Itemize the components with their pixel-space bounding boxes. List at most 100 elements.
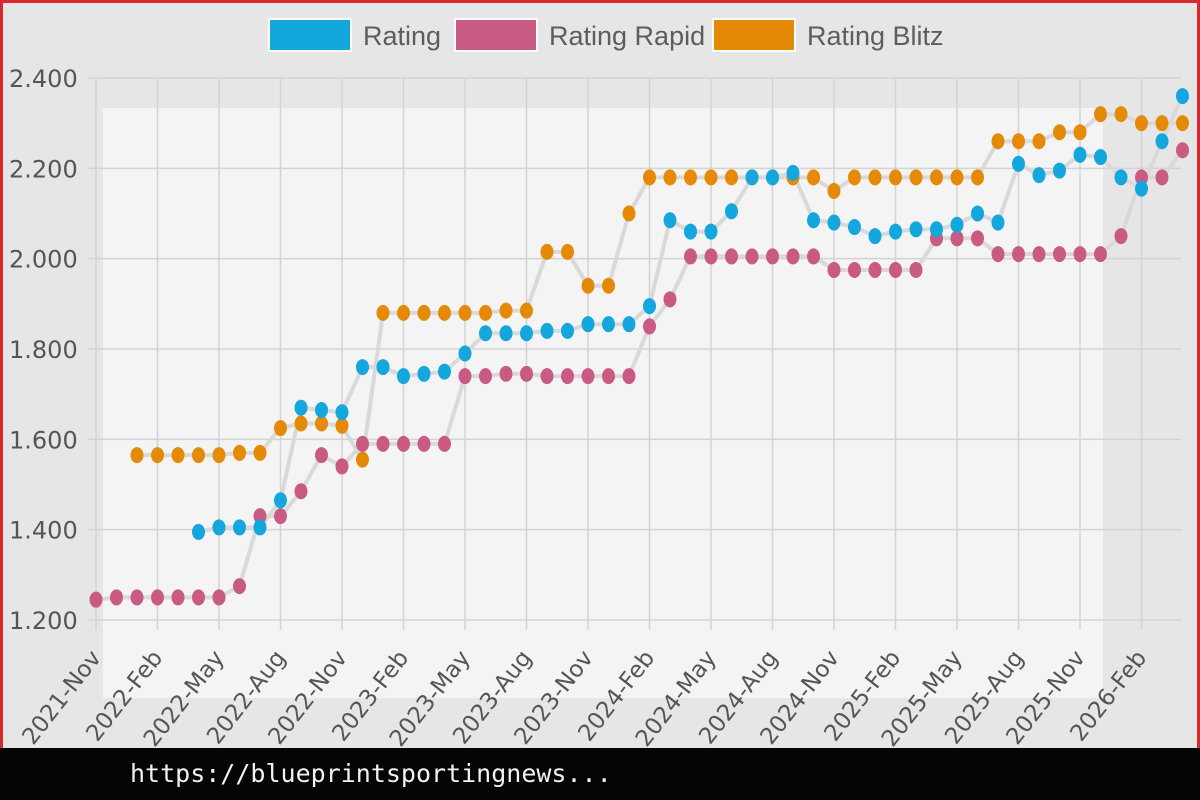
rapid-rating-point[interactable] xyxy=(991,246,1005,263)
rapid-rating-point[interactable] xyxy=(1094,246,1107,263)
rapid-rating-point[interactable] xyxy=(417,435,431,452)
rapid-rating-point[interactable] xyxy=(110,589,123,606)
rating-point[interactable] xyxy=(643,298,656,315)
rating-point[interactable] xyxy=(417,365,431,382)
blitz-rating-point[interactable] xyxy=(479,304,492,321)
rating-point[interactable] xyxy=(192,523,205,540)
blitz-rating-point[interactable] xyxy=(622,205,636,222)
rapid-rating-point[interactable] xyxy=(663,291,677,308)
blitz-rating-point[interactable] xyxy=(1114,106,1128,123)
rapid-rating-point[interactable] xyxy=(602,368,615,385)
rating-point[interactable] xyxy=(848,219,861,236)
blitz-rating-point[interactable] xyxy=(1053,124,1066,141)
blitz-rating-point[interactable] xyxy=(540,243,554,260)
rapid-rating-point[interactable] xyxy=(253,508,267,525)
blitz-rating-point[interactable] xyxy=(602,277,615,294)
rating-point[interactable] xyxy=(889,223,902,240)
rating-point[interactable] xyxy=(1094,149,1107,166)
rapid-rating-point[interactable] xyxy=(848,261,861,278)
rating-point[interactable] xyxy=(581,316,595,333)
blitz-rating-point[interactable] xyxy=(417,304,431,321)
rating-point[interactable] xyxy=(1012,155,1025,172)
rapid-rating-point[interactable] xyxy=(827,261,841,278)
blitz-rating-point[interactable] xyxy=(376,304,390,321)
rapid-rating-point[interactable] xyxy=(335,458,349,475)
rapid-rating-point[interactable] xyxy=(212,589,226,606)
rapid-rating-point[interactable] xyxy=(909,261,923,278)
rapid-rating-point[interactable] xyxy=(89,591,103,608)
blitz-rating-point[interactable] xyxy=(950,169,964,186)
rating-point[interactable] xyxy=(663,212,677,229)
blitz-rating-point[interactable] xyxy=(1012,133,1025,150)
blitz-rating-point[interactable] xyxy=(1094,106,1107,123)
rating-point[interactable] xyxy=(1032,167,1046,184)
rapid-rating-point[interactable] xyxy=(520,365,533,382)
blitz-rating-point[interactable] xyxy=(274,420,287,437)
rating-point[interactable] xyxy=(1176,88,1189,105)
rating-point[interactable] xyxy=(827,214,841,231)
legend[interactable]: Rating Rating Rapid Rating Blitz xyxy=(268,18,944,52)
rating-point[interactable] xyxy=(561,322,574,339)
rapid-rating-point[interactable] xyxy=(786,248,800,265)
rating-point[interactable] xyxy=(868,228,882,245)
rapid-rating-point[interactable] xyxy=(643,318,656,335)
rating-point[interactable] xyxy=(274,492,287,509)
blitz-rating-point[interactable] xyxy=(663,169,677,186)
rapid-rating-point[interactable] xyxy=(684,248,697,265)
blitz-rating-point[interactable] xyxy=(868,169,882,186)
blitz-rating-point[interactable] xyxy=(397,304,410,321)
blitz-rating-point[interactable] xyxy=(1135,115,1148,132)
rapid-rating-point[interactable] xyxy=(397,435,410,452)
rating-point[interactable] xyxy=(684,223,697,240)
blitz-rating-point[interactable] xyxy=(704,169,718,186)
blitz-rating-point[interactable] xyxy=(684,169,697,186)
blitz-rating-point[interactable] xyxy=(581,277,595,294)
rating-point[interactable] xyxy=(725,203,738,220)
blitz-rating-point[interactable] xyxy=(253,444,267,461)
source-url[interactable]: https://blueprintsportingnews... xyxy=(0,748,1200,800)
blitz-rating-point[interactable] xyxy=(233,444,246,461)
blitz-rating-point[interactable] xyxy=(212,447,226,464)
rapid-rating-point[interactable] xyxy=(171,589,185,606)
rating-point[interactable] xyxy=(212,519,226,536)
rapid-rating-point[interactable] xyxy=(622,368,636,385)
rating-point[interactable] xyxy=(704,223,718,240)
rapid-rating-point[interactable] xyxy=(130,589,144,606)
rapid-rating-point[interactable] xyxy=(458,368,472,385)
blitz-rating-point[interactable] xyxy=(643,169,656,186)
rapid-rating-point[interactable] xyxy=(725,248,738,265)
blitz-rating-point[interactable] xyxy=(294,415,308,432)
rapid-rating-point[interactable] xyxy=(499,365,513,382)
rapid-rating-point[interactable] xyxy=(889,261,902,278)
rapid-rating-point[interactable] xyxy=(192,589,205,606)
rating-point[interactable] xyxy=(458,345,472,362)
rating-point[interactable] xyxy=(294,399,308,416)
rating-point[interactable] xyxy=(479,325,492,342)
rating-point[interactable] xyxy=(253,519,267,536)
blitz-rating-point[interactable] xyxy=(151,447,164,464)
rapid-rating-point[interactable] xyxy=(540,368,554,385)
blitz-rating-point[interactable] xyxy=(130,447,144,464)
rating-point[interactable] xyxy=(622,316,636,333)
rapid-rating-point[interactable] xyxy=(1053,246,1066,263)
rapid-rating-point[interactable] xyxy=(745,248,759,265)
rapid-rating-point[interactable] xyxy=(438,435,451,452)
rating-point[interactable] xyxy=(745,169,759,186)
rapid-rating-point[interactable] xyxy=(868,261,882,278)
blitz-rating-point[interactable] xyxy=(520,302,533,319)
rating-point[interactable] xyxy=(602,316,615,333)
rapid-rating-point[interactable] xyxy=(315,447,328,464)
rapid-rating-point[interactable] xyxy=(294,483,308,500)
rapid-rating-point[interactable] xyxy=(950,230,964,247)
rating-point[interactable] xyxy=(950,216,964,233)
rapid-rating-point[interactable] xyxy=(807,248,820,265)
rating-point[interactable] xyxy=(397,368,410,385)
legend-item-rating-blitz[interactable]: Rating Blitz xyxy=(712,18,944,52)
rapid-rating-point[interactable] xyxy=(376,435,390,452)
rating-point[interactable] xyxy=(1114,169,1128,186)
rating-point[interactable] xyxy=(233,519,246,536)
blitz-rating-point[interactable] xyxy=(1176,115,1189,132)
blitz-rating-point[interactable] xyxy=(458,304,472,321)
blitz-rating-point[interactable] xyxy=(725,169,738,186)
rating-point[interactable] xyxy=(991,214,1005,231)
